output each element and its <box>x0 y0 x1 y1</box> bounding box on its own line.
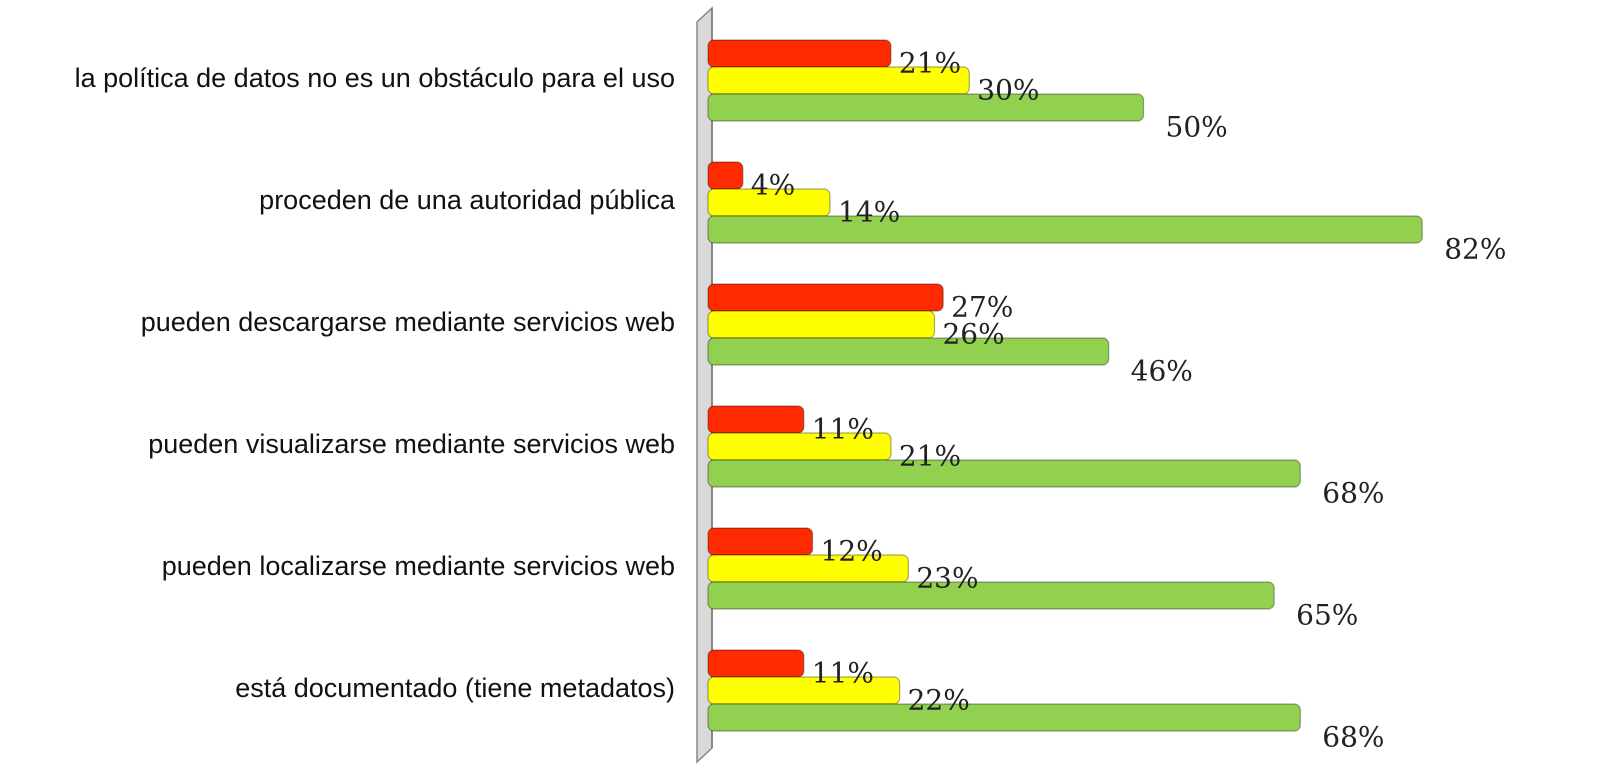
value-label: 65% <box>1296 599 1358 632</box>
category-label: pueden visualizarse mediante servicios w… <box>148 429 675 459</box>
value-label: 11% <box>812 413 874 446</box>
value-label: 27% <box>951 291 1013 324</box>
category-label: pueden descargarse mediante servicios we… <box>141 307 675 337</box>
value-label: 11% <box>812 657 874 690</box>
bar <box>707 527 814 556</box>
bar <box>707 581 1275 610</box>
bar <box>707 161 744 190</box>
value-label: 30% <box>977 74 1039 107</box>
value-label: 22% <box>908 684 970 717</box>
category-label: la política de datos no es un obstáculo … <box>75 63 675 93</box>
bar <box>707 215 1423 244</box>
bar <box>707 93 1145 122</box>
bar <box>707 459 1301 488</box>
bar <box>707 337 1110 366</box>
value-label: 46% <box>1131 355 1193 388</box>
value-label: 26% <box>942 318 1004 351</box>
value-label: 23% <box>916 562 978 595</box>
bar <box>707 39 892 68</box>
bar <box>707 703 1301 732</box>
bar <box>707 405 805 434</box>
value-label: 68% <box>1322 477 1384 510</box>
category-label: pueden localizarse mediante servicios we… <box>162 551 675 581</box>
bar <box>707 310 936 339</box>
value-label: 68% <box>1322 721 1384 754</box>
wall <box>696 6 713 764</box>
value-label: 82% <box>1444 233 1506 266</box>
value-label: 50% <box>1166 111 1228 144</box>
value-label: 14% <box>838 196 900 229</box>
value-label: 4% <box>751 169 795 202</box>
category-label: está documentado (tiene metadatos) <box>235 673 675 703</box>
value-label: 21% <box>899 440 961 473</box>
bar <box>707 283 944 312</box>
bar <box>707 649 805 678</box>
category-label: proceden de una autoridad pública <box>259 185 676 215</box>
value-label: 12% <box>821 535 883 568</box>
value-label: 21% <box>899 47 961 80</box>
